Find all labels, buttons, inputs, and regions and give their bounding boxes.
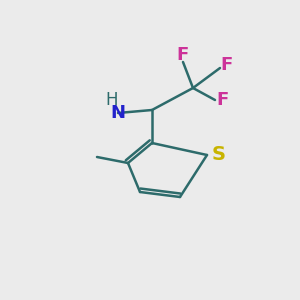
Text: H: H	[106, 91, 118, 109]
Text: N: N	[110, 104, 125, 122]
Text: S: S	[212, 146, 226, 164]
Text: F: F	[221, 56, 233, 74]
Text: F: F	[217, 91, 229, 109]
Text: F: F	[177, 46, 189, 64]
